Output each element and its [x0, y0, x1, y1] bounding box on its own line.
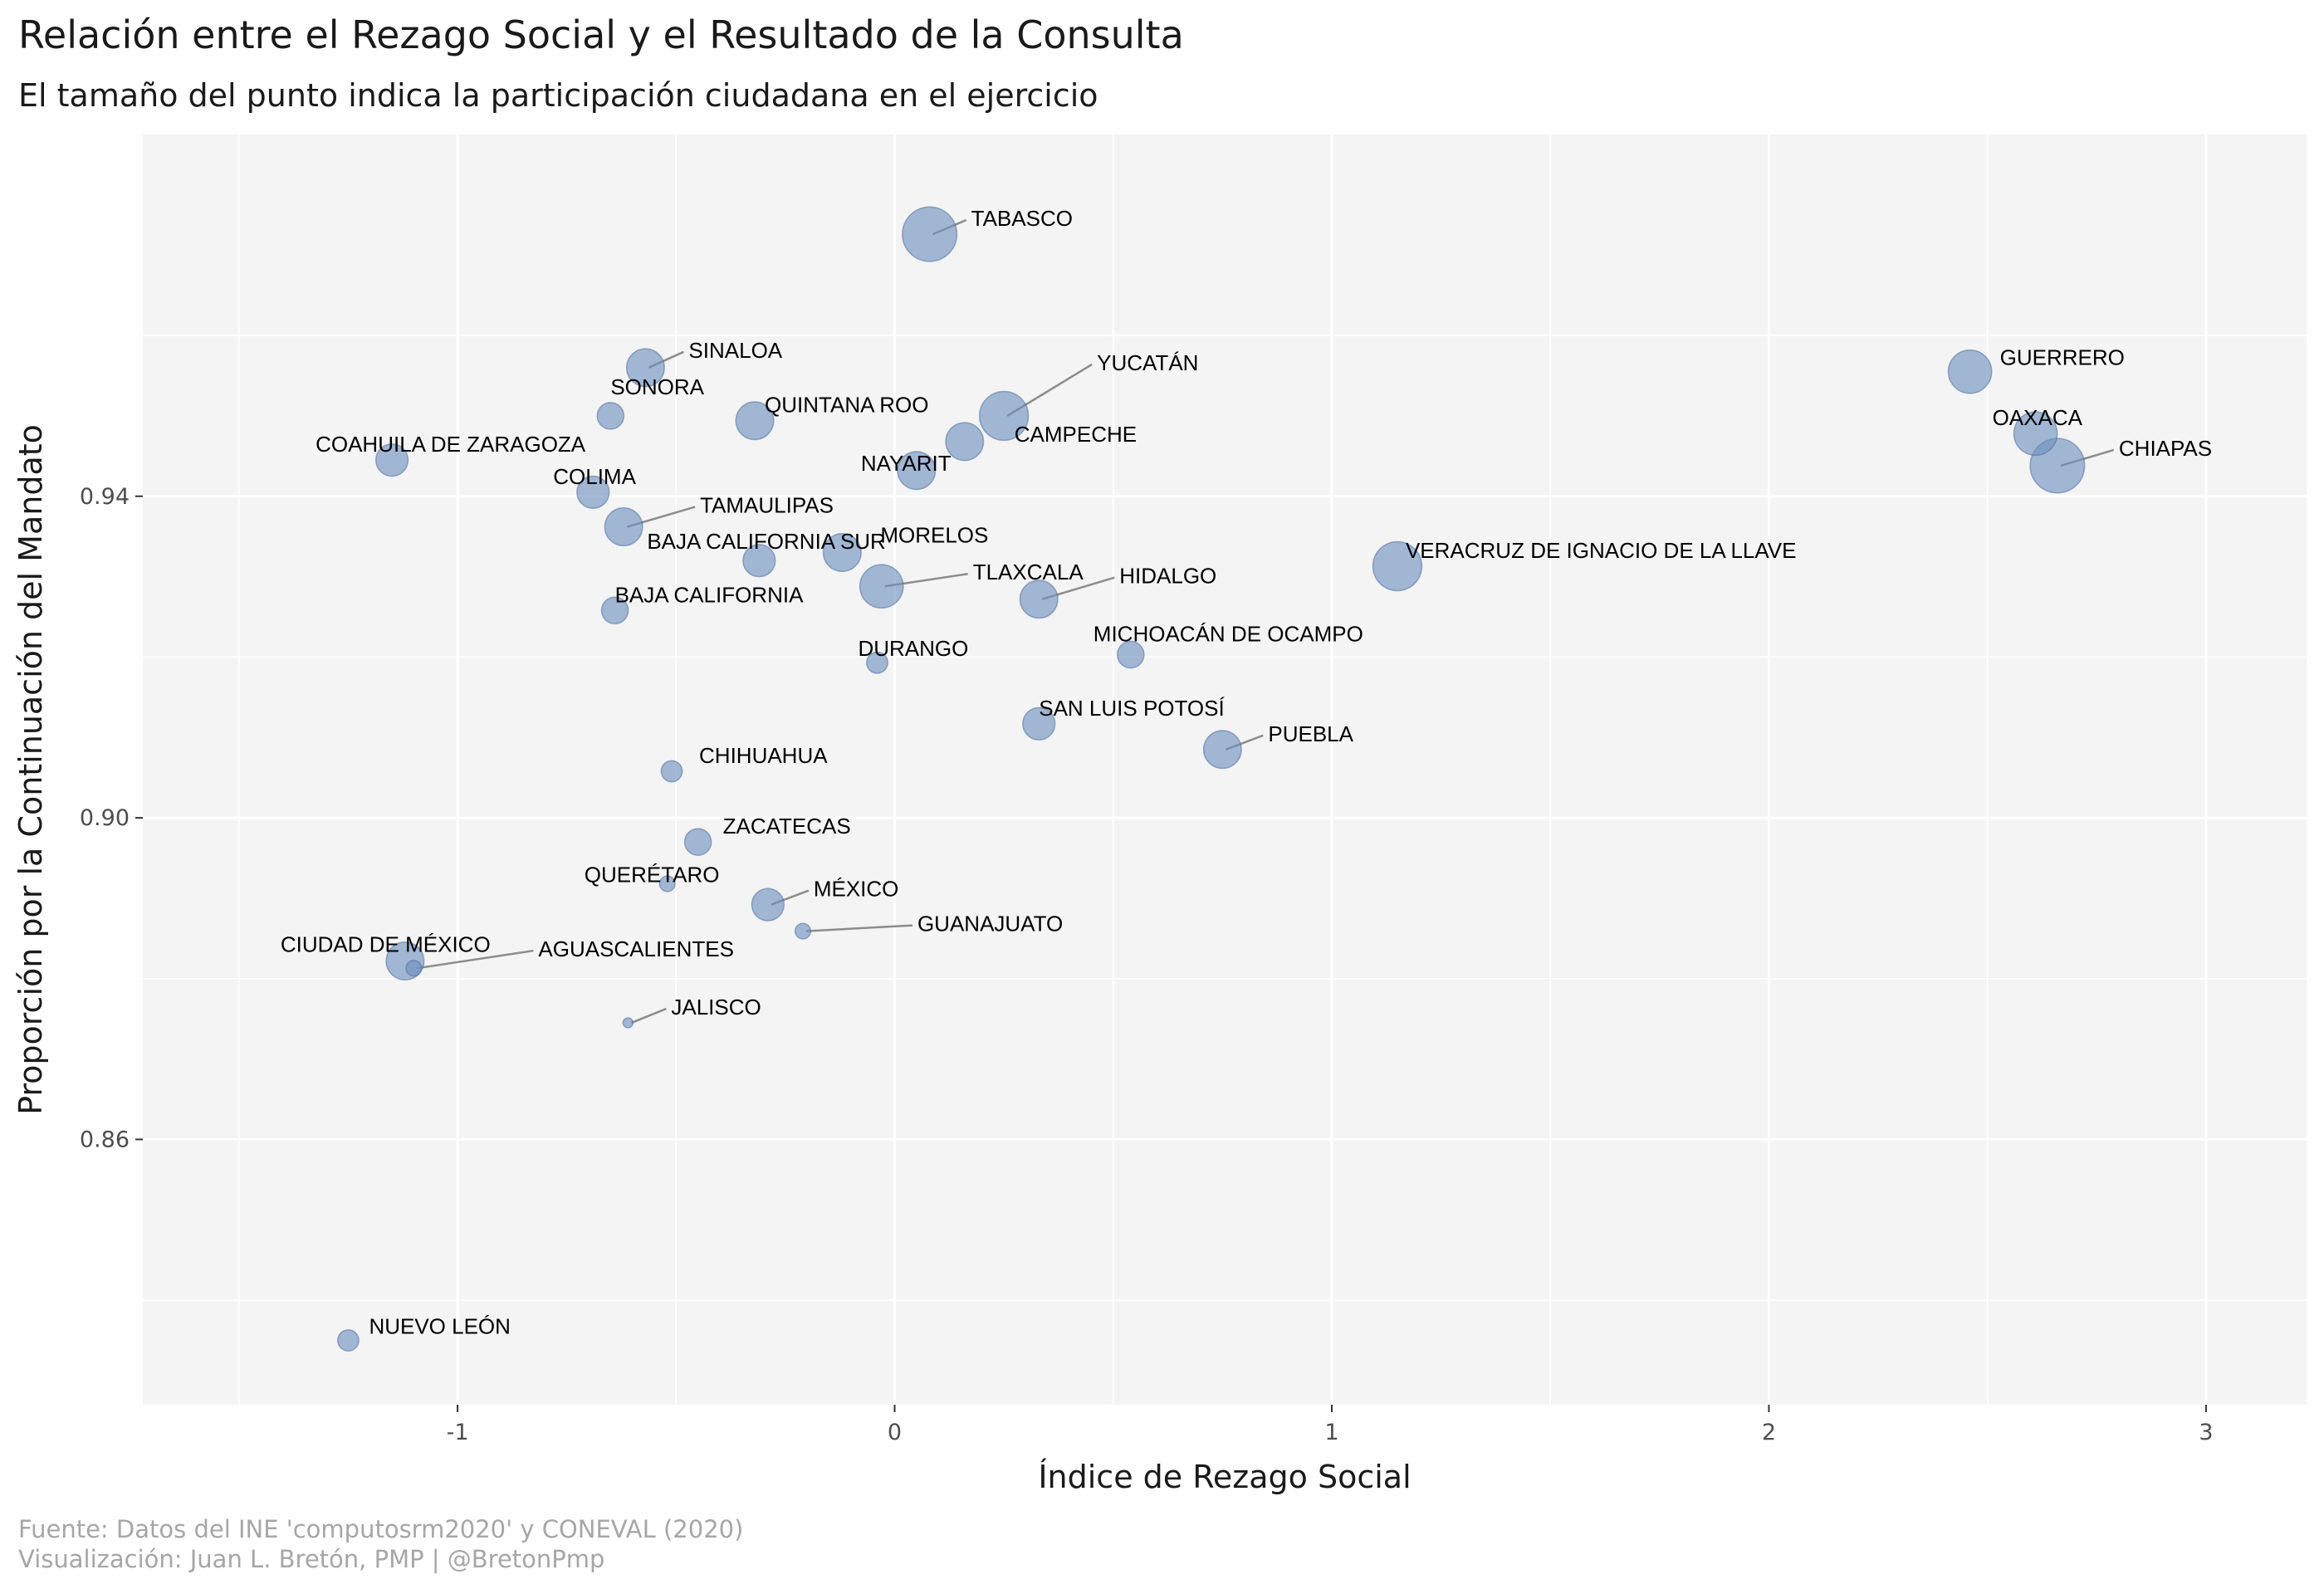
- point-label: VERACRUZ DE IGNACIO DE LA LLAVE: [1406, 538, 1797, 563]
- point-label: SAN LUIS POTOSÍ: [1039, 696, 1225, 721]
- chart-title: Relación entre el Rezago Social y el Res…: [18, 12, 1184, 57]
- data-points: [336, 206, 2086, 1352]
- data-point: [683, 828, 712, 856]
- data-point: [794, 922, 812, 940]
- point-label: YUCATÁN: [1097, 350, 1198, 375]
- point-label: GUANAJUATO: [917, 912, 1063, 936]
- data-point: [2013, 411, 2058, 457]
- x-axis-title: Índice de Rezago Social: [1038, 1459, 1411, 1495]
- data-point: [859, 564, 904, 609]
- point-label: MICHOACÁN DE OCAMPO: [1094, 622, 1363, 647]
- data-point: [1947, 349, 1993, 394]
- point-label: CHIHUAHUA: [699, 743, 828, 768]
- x-axis: -1 0 1 2 3: [447, 1405, 2214, 1445]
- data-point: [660, 760, 683, 783]
- plot-panel: [143, 134, 2307, 1405]
- data-point: [735, 401, 775, 441]
- point-label: OAXACA: [1993, 405, 2083, 430]
- label-leader-line: [417, 949, 534, 970]
- x-tick-label: 1: [1324, 1420, 1338, 1445]
- y-tick-label: 0.90: [80, 805, 130, 831]
- x-tick-label: -1: [447, 1420, 469, 1445]
- caption-source: Fuente: Datos del INE 'computosrm2020' y…: [18, 1515, 743, 1543]
- label-leader-line: [805, 924, 913, 932]
- data-point: [751, 887, 785, 922]
- data-point: [1117, 640, 1145, 669]
- data-point: [945, 422, 985, 462]
- point-label: NUEVO LEÓN: [369, 1314, 510, 1339]
- data-point: [625, 348, 665, 388]
- data-point: [902, 206, 958, 262]
- point-label: QUINTANA ROO: [765, 393, 928, 418]
- point-label: SINALOA: [688, 338, 782, 363]
- data-point: [822, 533, 862, 573]
- point-label: TLAXCALA: [973, 560, 1084, 584]
- point-label: MORELOS: [880, 523, 988, 548]
- point-label: TABASCO: [971, 206, 1073, 231]
- label-leader-line: [630, 1007, 667, 1024]
- point-label: PUEBLA: [1268, 721, 1353, 746]
- data-point: [336, 1329, 360, 1352]
- data-point: [658, 875, 676, 892]
- point-label: QUERÉTARO: [585, 863, 720, 887]
- data-point: [866, 651, 888, 674]
- data-point: [604, 507, 643, 547]
- x-tick-label: 2: [1762, 1420, 1776, 1445]
- data-point: [1022, 707, 1056, 741]
- point-label: CAMPECHE: [1015, 422, 1137, 447]
- point-label: DURANGO: [858, 636, 968, 661]
- point-label: JALISCO: [671, 995, 761, 1019]
- data-point: [600, 596, 629, 625]
- point-label: NAYARIT: [861, 451, 952, 476]
- data-point: [576, 475, 610, 510]
- x-tick-label: 3: [2199, 1420, 2213, 1445]
- point-label: SONORA: [610, 374, 704, 399]
- data-point: [405, 960, 423, 977]
- data-point: [1019, 579, 1059, 619]
- y-axis-title: Proporción por la Continuación del Manda…: [12, 424, 49, 1115]
- data-point: [622, 1017, 634, 1029]
- data-point: [742, 544, 776, 578]
- caption-credit: Visualización: Juan L. Bretón, PMP | @Br…: [18, 1545, 604, 1573]
- y-axis: 0.86 0.90 0.94: [80, 484, 143, 1152]
- point-label: HIDALGO: [1119, 564, 1216, 589]
- point-label: COAHUILA DE ZARAGOZA: [316, 432, 586, 457]
- point-label: MÉXICO: [814, 877, 899, 902]
- point-label: CHIAPAS: [2119, 436, 2212, 461]
- point-labels: TABASCO SINALOA YUCATÁN SONORA QUINTANA ROO G…: [281, 206, 2212, 1338]
- minor-grid: [143, 134, 2307, 1405]
- y-tick-label: 0.94: [80, 484, 130, 510]
- data-point: [978, 390, 1030, 442]
- point-label: TAMAULIPAS: [700, 493, 834, 518]
- point-label: COLIMA: [553, 464, 636, 489]
- point-label: ZACATECAS: [723, 814, 851, 839]
- point-label: BAJA CALIFORNIA SUR: [647, 529, 886, 554]
- data-point: [1372, 540, 1423, 592]
- x-tick-label: 0: [888, 1420, 902, 1445]
- chart-subtitle: El tamaño del punto indica la participac…: [18, 77, 1098, 114]
- major-grid: [143, 134, 2307, 1405]
- data-point: [374, 443, 409, 477]
- point-label: AGUASCALIENTES: [538, 936, 734, 961]
- data-point: [1202, 730, 1242, 770]
- point-label: GUERRERO: [2000, 345, 2125, 370]
- data-point: [596, 402, 625, 430]
- data-point: [897, 451, 937, 491]
- point-label: BAJA CALIFORNIA: [615, 582, 804, 607]
- point-label: CIUDAD DE MÉXICO: [281, 931, 491, 956]
- y-tick-label: 0.86: [80, 1127, 130, 1152]
